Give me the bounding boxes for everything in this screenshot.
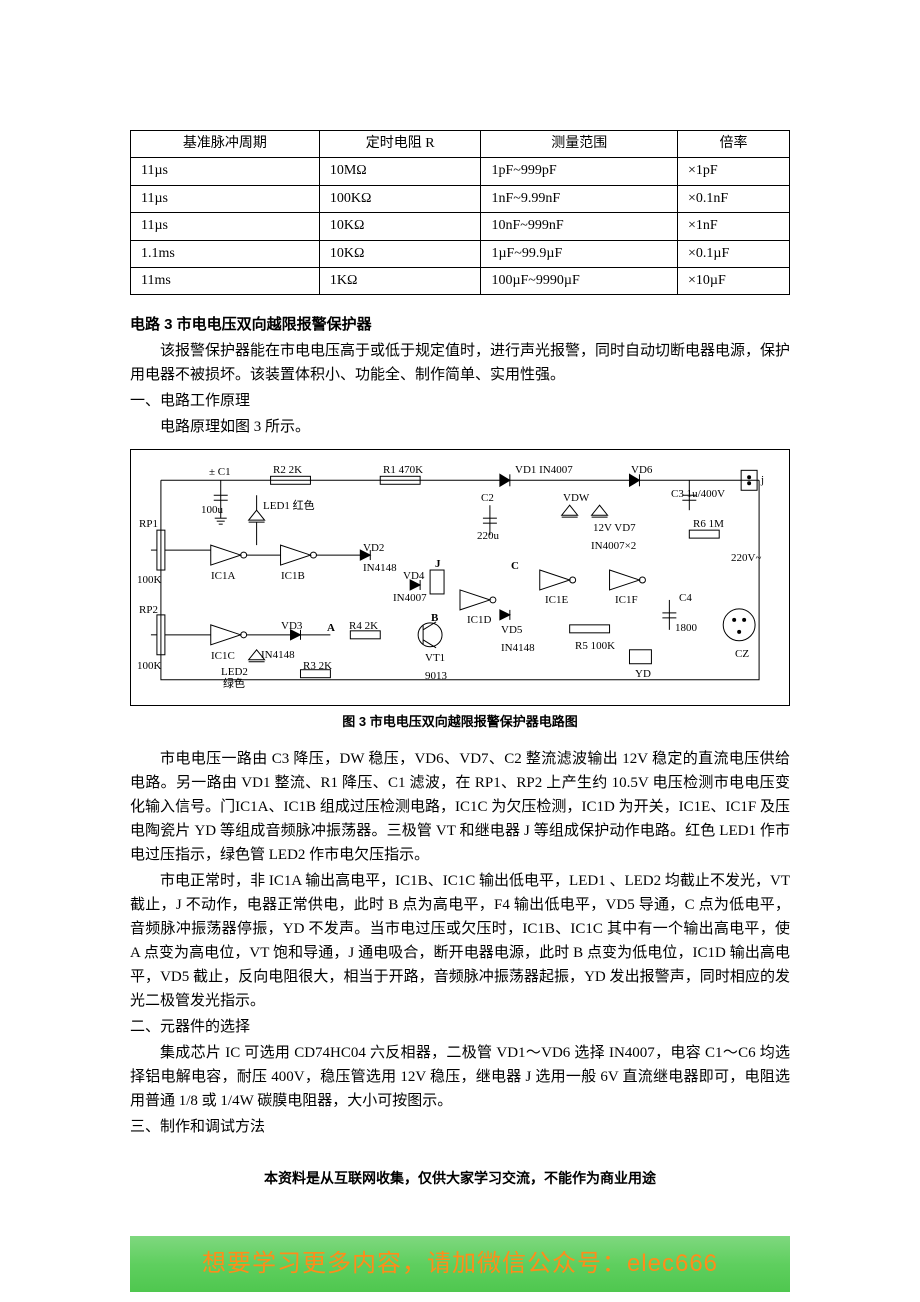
lbl-led1: LED1 红色 [263,498,315,516]
lbl-B: B [431,610,438,628]
cell: 1.1ms [131,240,320,267]
para-4: 集成芯片 IC 可选用 CD74HC04 六反相器，二极管 VD1～VD6 选择… [130,1041,790,1113]
lbl-vd1: VD1 IN4007 [515,462,573,480]
lbl-12v: 12V VD7 [593,520,636,538]
lbl-vt1: VT19013 [425,650,447,685]
table-row: 1.1ms 10KΩ 1µF~99.9µF ×0.1µF [131,240,790,267]
sub3-title: 三、制作和调试方法 [130,1115,790,1139]
promo-text-left: 想要学习更多内容，请加微信公众号： [202,1245,627,1283]
lbl-r4: R4 2K [349,618,378,636]
promo-banner: 想要学习更多内容，请加微信公众号： elec666 [130,1236,790,1292]
figure-3-caption: 图 3 市电电压双向越限报警保护器电路图 [130,712,790,733]
lbl-ic1e: IC1E [545,592,568,610]
cell: 1µF~99.9µF [481,240,678,267]
cell: 10KΩ [319,213,481,240]
footer-note: 本资料是从互联网收集，仅供大家学习交流，不能作为商业用途 [130,1167,790,1189]
lbl-vd3: VD3 [281,618,302,636]
lbl-r1: R1 470K [383,462,423,480]
lbl-220v: 220V~ [731,550,761,568]
lbl-ic1b: IC1B [281,568,305,586]
cell: 10KΩ [319,240,481,267]
lbl-cz: CZ [735,646,749,664]
lbl-vd4: VD4 [403,568,424,586]
section-3-title: 电路 3 市电电压双向越限报警保护器 [130,313,790,337]
table-row: 11ms 1KΩ 100µF~9990µF ×10µF [131,267,790,294]
lbl-ic1f: IC1F [615,592,638,610]
lbl-A: A [327,620,335,638]
lbl-r5: R5 100K [575,638,615,656]
lbl-r3: R3 2K [303,658,332,676]
col-period: 基准脉冲周期 [131,131,320,158]
table-header-row: 基准脉冲周期 定时电阻 R 测量范围 倍率 [131,131,790,158]
lbl-vd2: VD2 [363,540,384,558]
col-range: 测量范围 [481,131,678,158]
lbl-c2: C2 [481,490,494,508]
lbl-r6: R6 1M [693,516,724,534]
lbl-c1v: 100u [201,502,223,520]
para-2: 市电电压一路由 C3 降压，DW 稳压，VD6、VD7、C2 整流滤波输出 12… [130,747,790,867]
lbl-J: J [435,556,441,574]
lbl-c4: C4 [679,590,692,608]
lbl-ic1a: IC1A [211,568,235,586]
lbl-yd: YD [635,666,651,684]
cell: ×0.1µF [678,240,790,267]
cell: 1nF~9.99nF [481,185,678,212]
cell: 11µs [131,158,320,185]
section-3-intro: 该报警保护器能在市电电压高于或低于规定值时，进行声光报警，同时自动切断电器电源，… [130,339,790,387]
lbl-led2c: 绿色 [223,676,245,694]
cell: ×10µF [678,267,790,294]
cell: 1pF~999pF [481,158,678,185]
lbl-rp1v: 100K [137,572,161,590]
promo-text-right: elec666 [627,1245,718,1283]
col-scale: 倍率 [678,131,790,158]
cell: 10nF~999nF [481,213,678,240]
lbl-c4v: 1800 [675,620,697,638]
sub1-title: 一、电路工作原理 [130,389,790,413]
cell: 11µs [131,185,320,212]
lbl-vd5: VD5IN4148 [501,622,535,657]
lbl-vd6: VD6 [631,462,652,480]
sub2-title: 二、元器件的选择 [130,1015,790,1039]
lbl-rp1: RP1 [139,516,158,534]
lbl-vd3t: IN4148 [261,647,295,665]
lbl-ic1c: IC1C [211,648,235,666]
lbl-c3: C3 1u/400V [671,486,725,504]
lbl-rp2: RP2 [139,602,158,620]
cell: 1KΩ [319,267,481,294]
cell: ×0.1nF [678,185,790,212]
cell: ×1pF [678,158,790,185]
lbl-vd2t: IN4148 [363,560,397,578]
lbl-c2v: 220u [477,528,499,546]
cell: 11ms [131,267,320,294]
cell: 100KΩ [319,185,481,212]
lbl-c1: ± C1 [209,464,231,482]
page: 基准脉冲周期 定时电阻 R 测量范围 倍率 11µs 10MΩ 1pF~999p… [0,0,920,1302]
lbl-vd4t: IN4007 [393,590,427,608]
lbl-dw: VDW [563,490,589,508]
lbl-C: C [511,558,519,576]
lbl-j-socket: j [761,472,764,490]
col-resistor: 定时电阻 R [319,131,481,158]
figure-3-circuit: ± C1 100u R2 2K R1 470K VD1 IN4007 VD6 C… [130,449,790,706]
lbl-r2: R2 2K [273,462,302,480]
table-row: 11µs 10KΩ 10nF~999nF ×1nF [131,213,790,240]
lbl-vd67note: IN4007×2 [591,538,636,556]
sub1-line: 电路原理如图 3 所示。 [130,415,790,439]
cell: 10MΩ [319,158,481,185]
cell: ×1nF [678,213,790,240]
table-row: 11µs 10MΩ 1pF~999pF ×1pF [131,158,790,185]
spec-table: 基准脉冲周期 定时电阻 R 测量范围 倍率 11µs 10MΩ 1pF~999p… [130,130,790,295]
para-3: 市电正常时，非 IC1A 输出高电平，IC1B、IC1C 输出低电平，LED1 … [130,869,790,1013]
lbl-rp2v: 100K [137,658,161,676]
lbl-ic1d: IC1D [467,612,491,630]
table-row: 11µs 100KΩ 1nF~9.99nF ×0.1nF [131,185,790,212]
cell: 11µs [131,213,320,240]
cell: 100µF~9990µF [481,267,678,294]
